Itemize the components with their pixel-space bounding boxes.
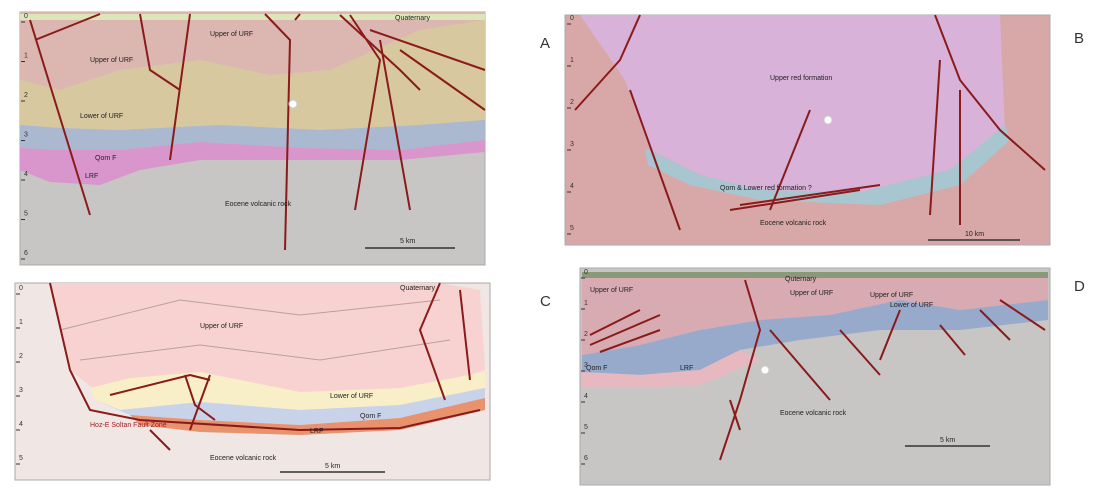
- unit-label: LRF: [310, 428, 323, 435]
- depth-tick-label: 1: [24, 53, 28, 60]
- depth-tick-label: 3: [584, 362, 588, 369]
- unit-label: Eocene volcanic rock: [210, 455, 277, 462]
- unit-label: Qom & Lower red formation ?: [720, 185, 812, 192]
- section-1: Quaternary Upper of URF Upper of URF Low…: [20, 12, 485, 265]
- depth-tick-label: 5: [570, 225, 574, 232]
- panel-label: A: [540, 35, 550, 52]
- unit-label: Upper of URF: [90, 57, 133, 64]
- unit-label: Upper of URF: [200, 323, 243, 330]
- depth-tick-label: 0: [570, 15, 574, 22]
- depth-tick-label: 3: [19, 387, 23, 394]
- panel-label: B: [1074, 30, 1084, 47]
- depth-tick-label: 4: [19, 421, 23, 428]
- depth-tick-label: 6: [24, 250, 28, 257]
- unit-label: Upper of URF: [590, 287, 633, 294]
- depth-tick-label: 1: [584, 300, 588, 307]
- depth-tick-label: 2: [24, 92, 28, 99]
- section-2: Upper red formation Qom & Lower red form…: [565, 15, 1050, 245]
- unit-label: Eocene volcanic rock: [225, 201, 292, 208]
- section-3: Quaternary Upper of URF Lower of URF Qom…: [15, 283, 490, 480]
- panel-label: D: [1074, 278, 1085, 295]
- depth-tick-label: 4: [24, 171, 28, 178]
- unit-label: Quternary: [785, 276, 817, 283]
- depth-tick-label: 1: [19, 319, 23, 326]
- unit-label: LRF: [85, 173, 98, 180]
- scale-label: 5 km: [940, 437, 955, 444]
- unit-label: Lower of URF: [80, 113, 123, 120]
- depth-tick-label: 2: [19, 353, 23, 360]
- unit-label: Upper of URF: [210, 31, 253, 38]
- unit-label: Upper red formation: [770, 75, 832, 82]
- depth-tick-label: 5: [24, 211, 28, 218]
- unit-label: Qom F: [360, 413, 381, 420]
- depth-tick-label: 2: [584, 331, 588, 338]
- depth-tick-label: 6: [584, 455, 588, 462]
- depth-tick-label: 4: [570, 183, 574, 190]
- depth-tick-label: 0: [24, 13, 28, 20]
- panel-label: C: [540, 293, 551, 310]
- depth-tick-label: 3: [570, 141, 574, 148]
- depth-tick-label: 0: [19, 285, 23, 292]
- section-4: Quternary Upper of URF Upper of URF Uppe…: [580, 268, 1050, 485]
- depth-tick-label: 5: [584, 424, 588, 431]
- depth-tick-label: 3: [24, 132, 28, 139]
- scale-label: 10 km: [965, 231, 984, 238]
- scale-label: 5 km: [400, 238, 415, 245]
- unit-label: Eocene volcanic rock: [760, 220, 827, 227]
- unit-label: Hoz-E Soltan Fault Zone: [90, 422, 167, 429]
- depth-tick-label: 4: [584, 393, 588, 400]
- unit-label: Qom F: [586, 365, 607, 372]
- unit-label: Qom F: [95, 155, 116, 162]
- unit-label: Lower of URF: [890, 302, 933, 309]
- unit-label: Lower of URF: [330, 393, 373, 400]
- unit-label: Upper of URF: [870, 292, 913, 299]
- depth-tick-label: 2: [570, 99, 574, 106]
- figure: Quaternary Upper of URF Upper of URF Low…: [0, 0, 1111, 490]
- unit-label: Eocene volcanic rock: [780, 410, 847, 417]
- unit-label: LRF: [680, 365, 693, 372]
- unit-label: Upper of URF: [790, 290, 833, 297]
- unit-label: Quaternary: [400, 285, 436, 292]
- scale-label: 5 km: [325, 463, 340, 470]
- depth-tick-label: 5: [19, 455, 23, 462]
- depth-tick-label: 0: [584, 269, 588, 276]
- unit-label: Quaternary: [395, 15, 431, 22]
- depth-tick-label: 1: [570, 57, 574, 64]
